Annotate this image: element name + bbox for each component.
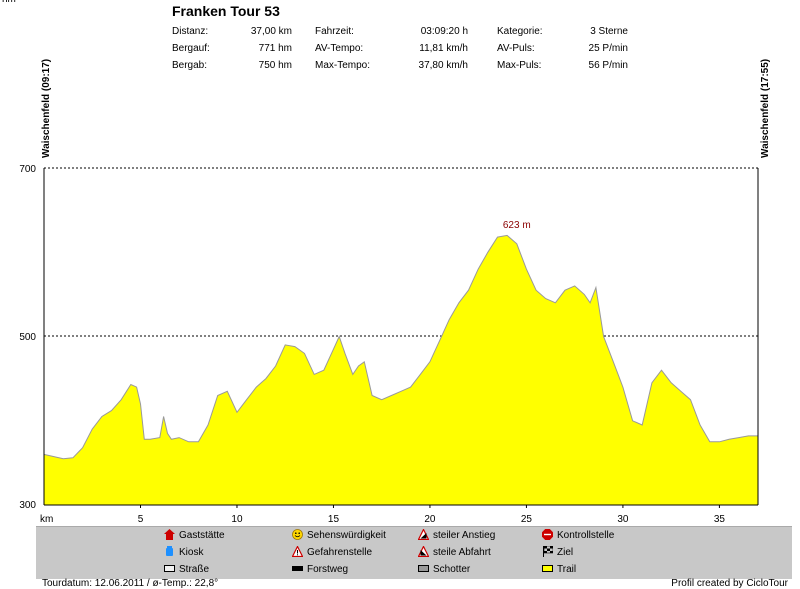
warning-icon [292, 545, 303, 557]
x-tick-label: 25 [521, 514, 533, 525]
house-icon [164, 528, 175, 540]
legend-item-forstweg: Forstweg [292, 563, 348, 577]
stat-value-bergab: 750 hm [258, 60, 292, 71]
legend-item-sehenswuerdigkeit: Sehenswürdigkeit [292, 528, 386, 543]
x-axis-label: km [40, 514, 53, 525]
trail-swatch [542, 563, 553, 574]
road-swatch [164, 563, 175, 574]
x-tick-label: 5 [138, 514, 144, 525]
legend-label: steile Abfahrt [433, 547, 491, 558]
legend-label: Straße [179, 564, 210, 575]
x-tick-label: 20 [424, 514, 436, 525]
legend-item-steiler-anstieg: steiler Anstieg [418, 528, 496, 543]
profile-credit: Profil created by CicloTour [671, 578, 788, 589]
stat-label-bergauf: Bergauf: [172, 43, 210, 54]
legend-item-kiosk: Kiosk [164, 545, 204, 560]
stat-value-kategorie: 3 Sterne [590, 26, 628, 37]
legend-item-steile-abfahrt: steile Abfahrt [418, 545, 491, 560]
y-tick-500: 500 [19, 332, 36, 343]
stat-value-distanz: 37,00 km [250, 26, 292, 37]
peak-annotation: 623 m [503, 220, 531, 231]
legend-item-trail: Trail [542, 563, 576, 577]
stat-label-distanz: Distanz: [172, 26, 209, 37]
legend-item-ziel: Ziel [542, 545, 574, 560]
legend-label: Sehenswürdigkeit [307, 530, 386, 541]
legend-label: Gaststätte [179, 530, 225, 541]
stat-value-av-puls: 25 P/min [588, 43, 628, 54]
x-tick-label: 10 [231, 514, 243, 525]
legend-label: Kiosk [179, 547, 204, 558]
legend: Gaststätte Kiosk Straße Sehenswürdigkeit… [36, 526, 792, 579]
stat-label-av-puls: AV-Puls: [497, 43, 535, 54]
legend-item-gaststaette: Gaststätte [164, 528, 225, 543]
stat-value-av-tempo: 11,81 km/h [419, 43, 468, 54]
stat-value-bergauf: 771 hm [258, 43, 292, 54]
tour-date-temperature: Tourdatum: 12.06.2011 / ø-Temp.: 22,8° [42, 578, 219, 589]
stat-label-max-puls: Max-Puls: [497, 60, 542, 71]
finish-flag-icon [542, 545, 553, 557]
gravel-swatch [418, 563, 429, 574]
stat-label-fahrzeit: Fahrzeit: [315, 26, 354, 37]
stat-label-kategorie: Kategorie: [497, 26, 543, 37]
y-tick-300: 300 [19, 500, 36, 511]
stat-label-max-tempo: Max-Tempo: [315, 60, 371, 71]
stat-value-max-puls: 56 P/min [588, 60, 628, 71]
steep-climb-icon [418, 528, 429, 540]
legend-item-gefahrenstelle: Gefahrenstelle [292, 545, 373, 560]
x-tick-label: 15 [328, 514, 340, 525]
smiley-icon [292, 528, 303, 540]
cup-icon [164, 545, 175, 557]
legend-label: Trail [557, 564, 577, 575]
x-tick-label: 30 [617, 514, 629, 525]
x-axis-ticks: 5 10 15 20 25 30 35 [138, 505, 726, 525]
stat-value-max-tempo: 37,80 km/h [418, 60, 468, 71]
steep-descent-icon [418, 545, 429, 557]
elevation-line [43, 234, 758, 460]
y-tick-700: 700 [19, 164, 36, 175]
top-unit: hm [2, 0, 16, 5]
stat-label-bergab: Bergab: [172, 60, 208, 71]
legend-label: Kontrollstelle [557, 530, 615, 541]
legend-item-schotter: Schotter [418, 563, 470, 577]
stat-value-fahrzeit: 03:09:20 h [420, 26, 468, 37]
legend-label: Forstweg [307, 564, 349, 575]
stop-icon [542, 528, 553, 540]
stat-label-av-tempo: AV-Tempo: [315, 43, 364, 54]
tour-title: Franken Tour 53 [172, 3, 280, 19]
legend-label: steiler Anstieg [433, 530, 496, 541]
legend-label: Ziel [557, 547, 574, 558]
x-tick-label: 35 [714, 514, 726, 525]
legend-label: Gefahrenstelle [307, 547, 373, 558]
elevation-area [44, 235, 758, 505]
legend-item-kontrollstelle: Kontrollstelle [542, 528, 615, 543]
forest-road-swatch [292, 563, 303, 574]
legend-item-strasse: Straße [164, 563, 209, 577]
legend-label: Schotter [433, 564, 471, 575]
